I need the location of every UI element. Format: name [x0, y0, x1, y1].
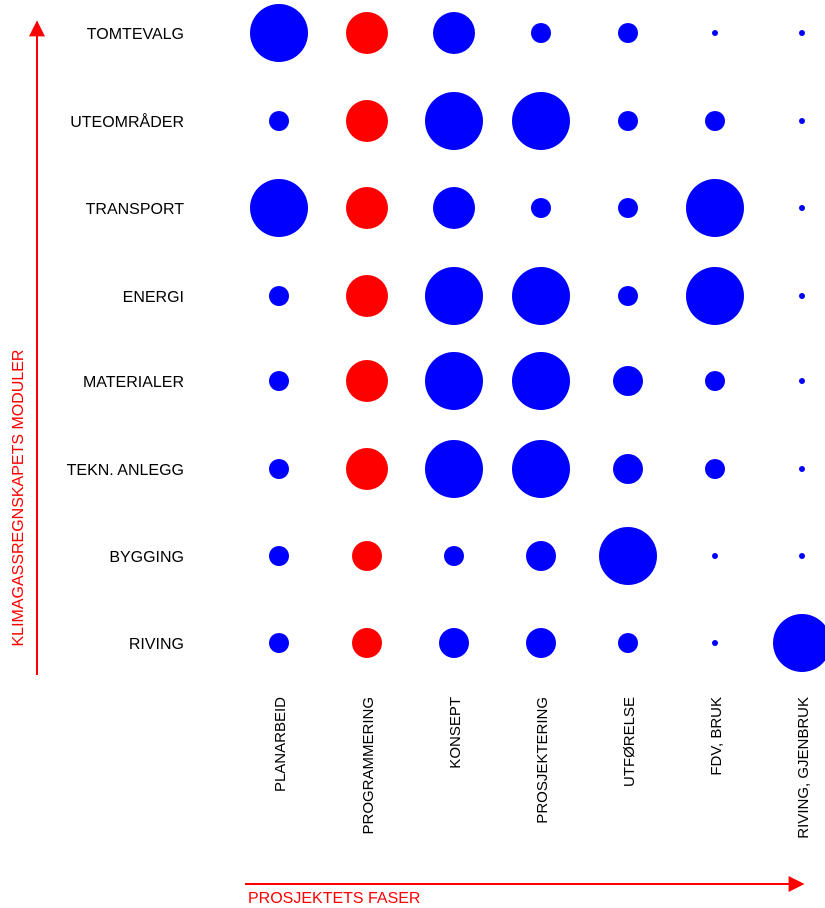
bubble: [352, 541, 382, 571]
bubble: [613, 366, 643, 396]
bubble: [531, 198, 551, 218]
row-label: UTEOMRÅDER: [70, 112, 184, 131]
column-label: KONSEPT: [447, 697, 464, 769]
column-labels: PLANARBEID PROGRAMMERING KONSEPT PROSJEKTER…: [272, 697, 812, 839]
bubble: [425, 352, 483, 410]
column-label: RIVING, GJENBRUK: [795, 697, 812, 839]
bubble: [512, 352, 570, 410]
bubble: [618, 198, 638, 218]
bubble: [712, 553, 718, 559]
bubble: [799, 30, 805, 36]
x-axis-title: PROSJEKTETS FASER: [248, 890, 420, 907]
bubble: [512, 440, 570, 498]
bubble: [705, 459, 725, 479]
bubble: [250, 4, 308, 62]
bubble: [712, 30, 718, 36]
bubble: [799, 466, 805, 472]
bubble: [773, 614, 825, 672]
bubble: [526, 541, 556, 571]
row-label: MATERIALER: [83, 374, 184, 391]
bubble: [599, 527, 657, 585]
row-label: TOMTEVALG: [87, 26, 184, 43]
y-axis-title: KLIMAGASSREGNSKAPETS MODULER: [10, 350, 27, 647]
bubble: [618, 23, 638, 43]
column-label: PROSJEKTERING: [534, 697, 551, 824]
bubble: [705, 371, 725, 391]
bubble: [799, 553, 805, 559]
bubble: [799, 118, 805, 124]
bubble: [705, 111, 725, 131]
row-label: BYGGING: [109, 549, 184, 566]
bubble: [686, 267, 744, 325]
row-label: RIVING: [129, 636, 184, 653]
row-labels: TOMTEVALG UTEOMRÅDER TRANSPORT ENERGI MATERI…: [67, 26, 185, 653]
bubble: [444, 546, 464, 566]
bubble: [686, 179, 744, 237]
row-label: ENERGI: [123, 289, 184, 306]
bubble: [269, 111, 289, 131]
column-label: PROGRAMMERING: [360, 697, 377, 835]
bubble: [352, 628, 382, 658]
bubble: [269, 371, 289, 391]
column-label: UTFØRELSE: [621, 697, 638, 787]
bubble: [269, 633, 289, 653]
bubbles: [250, 4, 825, 672]
bubble: [799, 378, 805, 384]
bubble: [799, 293, 805, 299]
bubble: [618, 633, 638, 653]
bubble: [346, 187, 388, 229]
bubble: [346, 12, 388, 54]
column-label: FDV, BRUK: [708, 697, 725, 776]
bubble: [433, 12, 475, 54]
row-label: TEKN. ANLEGG: [67, 462, 184, 479]
bubble: [425, 92, 483, 150]
bubble: [618, 111, 638, 131]
bubble: [425, 440, 483, 498]
bubble: [712, 640, 718, 646]
bubble: [269, 546, 289, 566]
bubble: [531, 23, 551, 43]
bubble: [439, 628, 469, 658]
bubble: [526, 628, 556, 658]
bubble: [799, 205, 805, 211]
bubble: [613, 454, 643, 484]
bubble: [250, 179, 308, 237]
column-label: PLANARBEID: [272, 697, 289, 792]
bubble: [346, 448, 388, 490]
row-label: TRANSPORT: [86, 201, 185, 218]
bubble: [346, 360, 388, 402]
bubble: [346, 275, 388, 317]
bubble: [618, 286, 638, 306]
bubble: [269, 286, 289, 306]
bubble: [346, 100, 388, 142]
bubble: [269, 459, 289, 479]
bubble: [512, 92, 570, 150]
bubble: [425, 267, 483, 325]
bubble: [433, 187, 475, 229]
bubble: [512, 267, 570, 325]
